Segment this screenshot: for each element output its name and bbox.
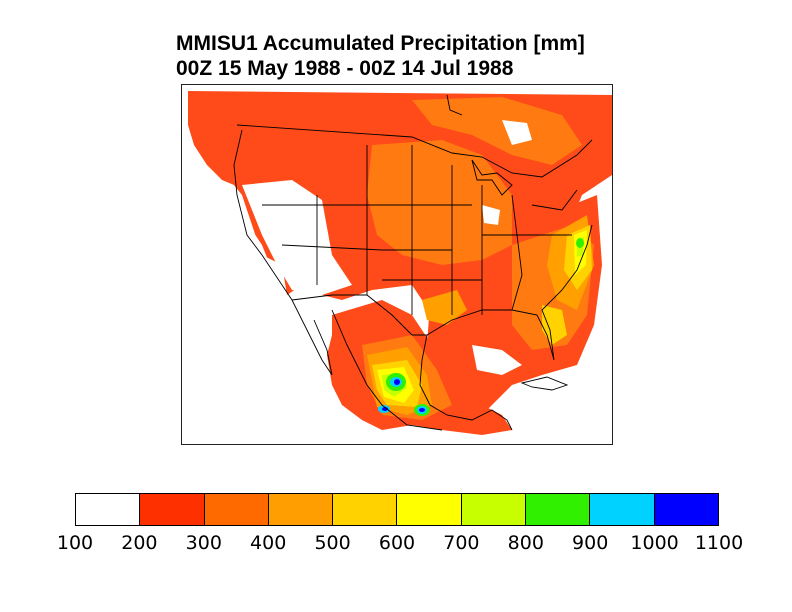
colorbar-tick-label: 400 — [250, 532, 287, 554]
colorbar-segment — [461, 494, 527, 525]
colorbar-segment — [333, 494, 398, 525]
west-coast — [233, 129, 293, 301]
dry-area-gulf — [472, 345, 522, 375]
us-canada-border — [236, 124, 593, 178]
baja-peninsula — [291, 299, 333, 376]
dry-area-canada — [502, 120, 532, 145]
precip-orange-plains — [367, 140, 512, 265]
colorbar-segment — [268, 494, 334, 525]
mexico-east-coast — [419, 334, 513, 431]
colorbar-tick-label: 800 — [507, 532, 544, 554]
state-line-1 — [281, 244, 452, 251]
hudson-bay-edge — [446, 94, 463, 116]
political-boundaries — [233, 94, 593, 431]
colorbar-tick-label: 300 — [185, 532, 222, 554]
precip-orange-canada — [412, 97, 582, 165]
dry-area-midwest — [482, 205, 500, 225]
colorbar-tick-label: 500 — [314, 532, 351, 554]
colorbar-segment — [526, 494, 591, 525]
colorbar-segment — [76, 494, 141, 525]
precip-blue-core-1 — [394, 379, 400, 385]
precip-green-east — [576, 238, 584, 248]
precip-area-baja — [332, 325, 357, 370]
dry-area-pacific-coast — [188, 185, 332, 425]
colorbar-tick-label: 100 — [56, 532, 94, 554]
colorbar-segment — [654, 494, 718, 525]
colorbar-tick-label: 1100 — [694, 532, 744, 554]
colorbar-segment — [590, 494, 655, 525]
chart-date-range: 00Z 15 May 1988 - 00Z 14 Jul 1988 — [176, 57, 514, 80]
colorbar-tick-label: 700 — [443, 532, 480, 554]
colorbar-tick-label: 1000 — [630, 532, 679, 554]
precip-gold-florida — [542, 305, 567, 345]
mexico-west-coast — [331, 309, 443, 431]
us-mexico-border — [291, 294, 427, 336]
precip-blue-core-2 — [382, 407, 388, 411]
dry-area-west — [242, 180, 352, 295]
precipitation-map — [181, 84, 613, 445]
precipitation-field — [188, 91, 612, 435]
precip-amber-gulf — [422, 290, 467, 325]
cuba — [520, 376, 569, 391]
map-canvas — [188, 91, 612, 435]
precip-blue-core-3 — [419, 408, 425, 412]
colorbar-segment — [140, 494, 205, 525]
state-line-9 — [511, 194, 523, 311]
colorbar-tick-label: 600 — [378, 532, 416, 554]
colorbar-segment — [397, 494, 462, 525]
colorbar-labels: 100 200 300 400 500 600 700 800 900 1000 1100 — [0, 532, 792, 556]
colorbar-tick-label: 200 — [121, 532, 158, 554]
great-lakes — [471, 159, 513, 196]
colorbar-segment — [204, 494, 269, 525]
colorbar — [75, 493, 719, 526]
chart-title: MMISU1 Accumulated Precipitation [mm] — [176, 32, 585, 55]
colorbar-tick-label: 900 — [572, 532, 609, 554]
state-line-11 — [531, 189, 578, 211]
